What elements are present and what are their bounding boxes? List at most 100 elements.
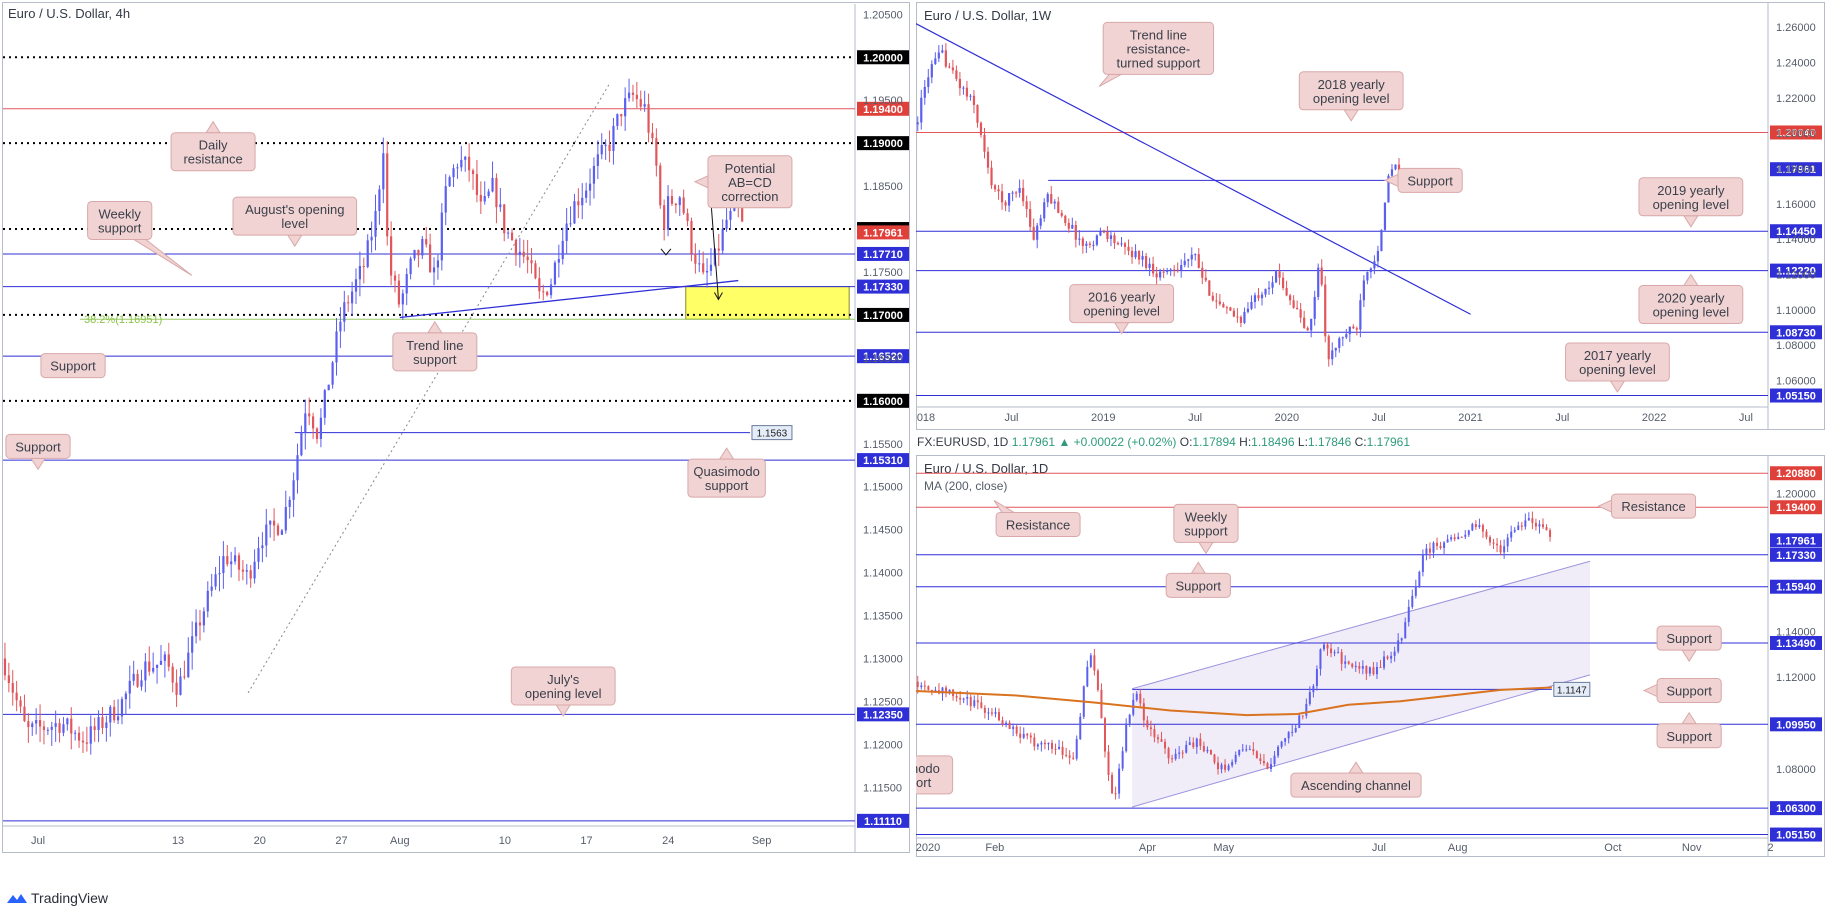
h4-dotted-trendline (247, 82, 611, 694)
candle-body (647, 104, 650, 133)
candle-body (1414, 586, 1417, 596)
candle-body (503, 204, 506, 234)
candle-body (1517, 525, 1520, 530)
candle-body (1524, 520, 1527, 527)
candle-body (175, 682, 178, 695)
candle-body (444, 186, 447, 213)
w1-price-tick: 1.06000 (1776, 376, 1816, 388)
w1-price-tick: 1.14000 (1776, 234, 1816, 246)
candle-body (38, 720, 42, 727)
h4-price-tick: 1.18500 (863, 181, 903, 193)
candle-body (206, 590, 209, 612)
d1-price-tick: 1.14000 (1776, 626, 1816, 638)
w1-chart-svg[interactable]: 1.20040 1.17961 1.14450 1.12220 1.08730 1.051… (916, 2, 1825, 430)
candle-body (1248, 749, 1251, 751)
candle-body (1201, 267, 1204, 278)
candle-body (990, 712, 993, 714)
candle-body (1541, 524, 1544, 528)
candle-body (241, 569, 244, 572)
candle-body (510, 232, 514, 241)
candle-body (588, 183, 592, 191)
candle-body (608, 144, 611, 151)
d1-callout-text: Support (1666, 729, 1712, 744)
d1-callout-box (995, 511, 1081, 537)
candle-body (1127, 246, 1130, 251)
candle-body (210, 586, 213, 591)
candle-body (1407, 606, 1410, 622)
candle-body (1185, 744, 1188, 753)
candle-body (1164, 741, 1167, 749)
d1-callout-pointer (1681, 711, 1698, 725)
candle-body (1134, 251, 1137, 258)
candle-body (973, 700, 976, 707)
d1-level-tag-label: 1.19400 (1776, 502, 1816, 514)
candle-body (1085, 243, 1088, 246)
w1-chart-panel[interactable]: Euro / U.S. Dollar, 1W 1.20040 1.17961 1.1… (916, 2, 1825, 430)
h4-time-tick: 10 (499, 835, 511, 847)
candle-body (518, 251, 521, 256)
w1-callout-text: opening level (1653, 197, 1730, 212)
candle-body (1149, 727, 1152, 730)
d1-level-tag (1770, 466, 1822, 481)
candle-body (1474, 524, 1477, 528)
h4-time-tick: 24 (662, 835, 674, 847)
candle-body (1220, 764, 1223, 770)
tradingview-logo[interactable]: TradingView (6, 890, 108, 906)
candle-body (923, 86, 926, 98)
candle-body (934, 690, 937, 692)
candle-body (1039, 218, 1042, 226)
candle-body (1167, 748, 1170, 759)
h4-chart-svg[interactable]: 1.200001.194001.190001.180001.179611.177… (0, 0, 912, 858)
candle-body (1204, 277, 1207, 281)
candle-body (1095, 235, 1099, 245)
candle-body (1053, 201, 1056, 204)
candle-body (1299, 309, 1302, 318)
candle-body (1015, 726, 1018, 734)
candle-body (944, 50, 947, 67)
candle-body (659, 165, 662, 206)
candle-body (1054, 748, 1057, 750)
candle-body (1280, 741, 1283, 747)
candle-body (136, 673, 139, 687)
candle-body (1421, 554, 1424, 572)
d1-callout-text: Support (1176, 578, 1222, 593)
candle-body (31, 723, 34, 728)
candle-body (655, 138, 658, 166)
w1-price-tick: 1.12000 (1776, 270, 1816, 282)
candle-body (1229, 307, 1232, 311)
candle-body (1418, 571, 1421, 587)
d1-chart-svg[interactable]: 1.20880 1.19400 1.17961 1.17330 1.15940 1.134… (916, 455, 1825, 857)
h4-price-tick: 1.13000 (863, 654, 903, 666)
candle-body (1481, 525, 1484, 532)
candle-body (1213, 754, 1216, 763)
d1-callout-pointer (1190, 561, 1207, 574)
w1-price-tick: 1.26000 (1776, 22, 1816, 34)
w1-callout-box (1638, 177, 1744, 217)
h4-time-tick: Aug (390, 835, 410, 847)
candle-body (475, 174, 479, 195)
candle-body (1113, 235, 1116, 244)
h4-callout-text: Quasimodo (693, 464, 759, 479)
candle-body (1306, 327, 1309, 331)
h4-chart-panel[interactable]: Euro / U.S. Dollar, 4h 1.20000 1.19400 1.1… (0, 0, 912, 858)
w1-callout-text: 2017 yearly (1584, 348, 1652, 363)
candle-body (955, 70, 958, 79)
candle-body (1190, 254, 1193, 260)
w1-price-tick: 1.16000 (1776, 199, 1816, 211)
candle-body (1400, 638, 1403, 641)
candle-body (1174, 753, 1177, 760)
d1-chart-panel[interactable]: Euro / U.S. Dollar, 1D MA (200, close) 1… (916, 455, 1825, 857)
h4-price-tick: 1.14500 (863, 525, 903, 537)
h4-time-tick: 20 (254, 835, 266, 847)
candle-body (1294, 727, 1297, 732)
candle-body (639, 99, 642, 107)
h4-callout-text: August's opening (245, 202, 344, 217)
candle-body (1081, 238, 1084, 246)
candle-body (1159, 271, 1162, 278)
close-value: 1.17961 (1366, 435, 1411, 449)
candle-body (1148, 263, 1151, 268)
candle-body (1340, 652, 1343, 664)
candle-body (1005, 722, 1008, 724)
candle-body (1296, 307, 1299, 310)
candle-body (1348, 326, 1351, 335)
